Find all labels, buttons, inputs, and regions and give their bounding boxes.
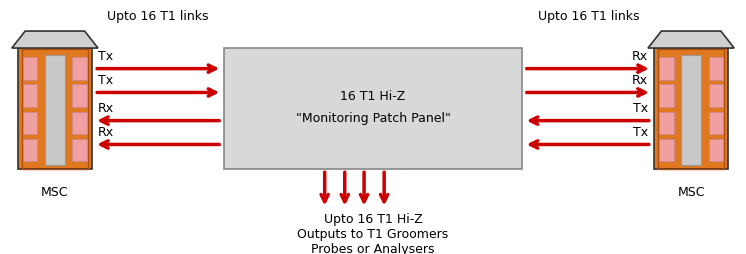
Text: Tx: Tx — [633, 125, 648, 138]
Bar — [22, 58, 37, 80]
Text: Upto 16 T1 Hi-Z: Upto 16 T1 Hi-Z — [324, 212, 422, 225]
Bar — [659, 50, 724, 169]
Bar — [659, 112, 674, 135]
Bar — [659, 58, 674, 80]
Bar — [22, 139, 37, 162]
Bar — [709, 85, 724, 107]
Bar — [22, 50, 87, 169]
Bar — [72, 139, 87, 162]
Text: Tx: Tx — [98, 50, 113, 63]
Text: 16 T1 Hi-Z: 16 T1 Hi-Z — [340, 90, 406, 103]
Text: Upto 16 T1 links: Upto 16 T1 links — [538, 10, 639, 23]
Text: Rx: Rx — [98, 102, 114, 115]
Text: Tx: Tx — [633, 102, 648, 115]
Bar — [709, 139, 724, 162]
Bar — [659, 85, 674, 107]
Text: Probes or Analysers: Probes or Analysers — [311, 242, 435, 254]
Bar — [72, 85, 87, 107]
Bar — [22, 85, 37, 107]
Bar — [709, 112, 724, 135]
Text: Rx: Rx — [632, 50, 648, 63]
Bar — [72, 58, 87, 80]
Bar — [18, 49, 92, 170]
Text: Rx: Rx — [98, 125, 114, 138]
Bar — [681, 56, 700, 165]
Bar — [659, 139, 674, 162]
Text: MSC: MSC — [677, 185, 705, 198]
Text: Rx: Rx — [632, 74, 648, 87]
Polygon shape — [12, 32, 98, 49]
Text: Outputs to T1 Groomers: Outputs to T1 Groomers — [298, 227, 448, 240]
Text: "Monitoring Patch Panel": "Monitoring Patch Panel" — [295, 112, 451, 124]
Bar — [72, 112, 87, 135]
Text: Upto 16 T1 links: Upto 16 T1 links — [107, 10, 208, 23]
Bar — [225, 49, 521, 170]
Text: Tx: Tx — [98, 74, 113, 87]
Bar — [654, 49, 728, 170]
Bar — [46, 56, 65, 165]
Polygon shape — [648, 32, 734, 49]
Bar — [22, 112, 37, 135]
Text: MSC: MSC — [41, 185, 69, 198]
Bar — [709, 58, 724, 80]
